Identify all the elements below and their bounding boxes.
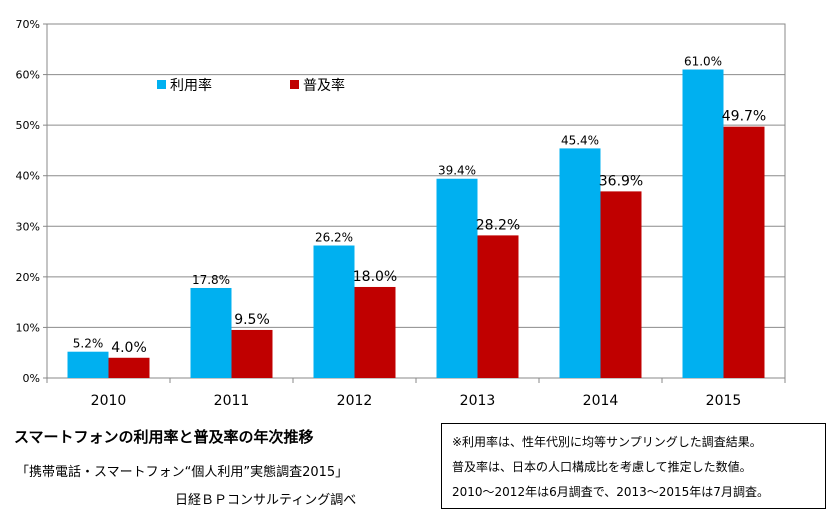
y-tick-label: 30%	[16, 220, 40, 233]
x-tick-label: 2011	[214, 393, 250, 409]
note-line: ※利用率は、性年代別に均等サンプリングした調査結果。	[452, 435, 762, 449]
bar-penetration	[477, 235, 519, 378]
note-line: 2010～2012年は6月調査で、2013～2015年は7月調査。	[452, 485, 769, 499]
bar-usage	[436, 178, 478, 378]
x-tick-label: 2012	[337, 393, 373, 409]
bar-usage	[313, 245, 355, 378]
y-tick-label: 60%	[16, 69, 40, 82]
axes: 0% 10% 20% 30% 40% 50% 60% 70% 2010 2011 2012 2013 2…	[16, 18, 786, 409]
data-label-penetration: 28.2%	[476, 217, 520, 233]
data-label-usage: 26.2%	[315, 231, 353, 245]
bar-usage	[682, 69, 724, 378]
bar-usage	[67, 351, 109, 378]
legend-label-usage: 利用率	[170, 77, 212, 94]
bar-usage	[559, 148, 601, 378]
x-tick-label: 2010	[91, 393, 127, 409]
x-tick-label: 2015	[706, 393, 742, 409]
x-tick-label: 2014	[583, 393, 619, 409]
y-tick-label: 50%	[16, 119, 40, 132]
bar-penetration	[600, 191, 642, 378]
data-labels: 5.2% 4.0% 17.8% 9.5% 26.2% 18.0% 39.4% 28.2% 45.…	[73, 55, 766, 356]
gridlines	[47, 74, 785, 328]
bar-penetration	[108, 357, 150, 378]
bars	[67, 69, 765, 378]
y-tick-label: 0%	[23, 372, 40, 385]
bar-chart: 0% 10% 20% 30% 40% 50% 60% 70% 2010 2011 2012 2013 2…	[16, 18, 786, 409]
chart-caption-title: スマートフォンの利用率と普及率の年次推移	[14, 428, 314, 446]
legend-swatch-penetration	[290, 80, 299, 89]
x-tick-label: 2013	[460, 393, 496, 409]
data-label-penetration: 49.7%	[722, 109, 766, 125]
data-label-penetration: 9.5%	[234, 312, 270, 328]
data-label-usage: 17.8%	[192, 273, 230, 287]
bar-penetration	[723, 126, 765, 378]
note-box: ※利用率は、性年代別に均等サンプリングした調査結果。 普及率は、日本の人口構成比…	[441, 423, 826, 509]
bar-usage	[190, 287, 232, 378]
bar-penetration	[231, 329, 273, 378]
legend-swatch-usage	[157, 80, 166, 89]
y-tick-label: 10%	[16, 321, 40, 334]
data-label-penetration: 18.0%	[353, 269, 397, 285]
survey-name: 「携帯電話・スマートフォン“個人利用”実態調査2015」	[16, 465, 349, 480]
legend: 利用率 普及率	[157, 77, 345, 94]
y-tick-label: 20%	[16, 271, 40, 284]
data-label-penetration: 36.9%	[599, 173, 643, 189]
y-tick-label: 40%	[16, 170, 40, 183]
note-line: 普及率は、日本の人口構成比を考慮して推定した数値。	[452, 460, 752, 474]
legend-label-penetration: 普及率	[303, 77, 345, 94]
y-tick-label: 70%	[16, 18, 40, 31]
bar-penetration	[354, 286, 396, 378]
data-label-usage: 61.0%	[684, 55, 722, 69]
plot-area	[46, 23, 786, 379]
data-label-usage: 5.2%	[73, 337, 104, 351]
source-credit: 日経ＢＰコンサルティング調べ	[175, 493, 357, 508]
data-label-usage: 45.4%	[561, 133, 599, 147]
data-label-usage: 39.4%	[438, 164, 476, 178]
data-label-penetration: 4.0%	[111, 340, 147, 356]
